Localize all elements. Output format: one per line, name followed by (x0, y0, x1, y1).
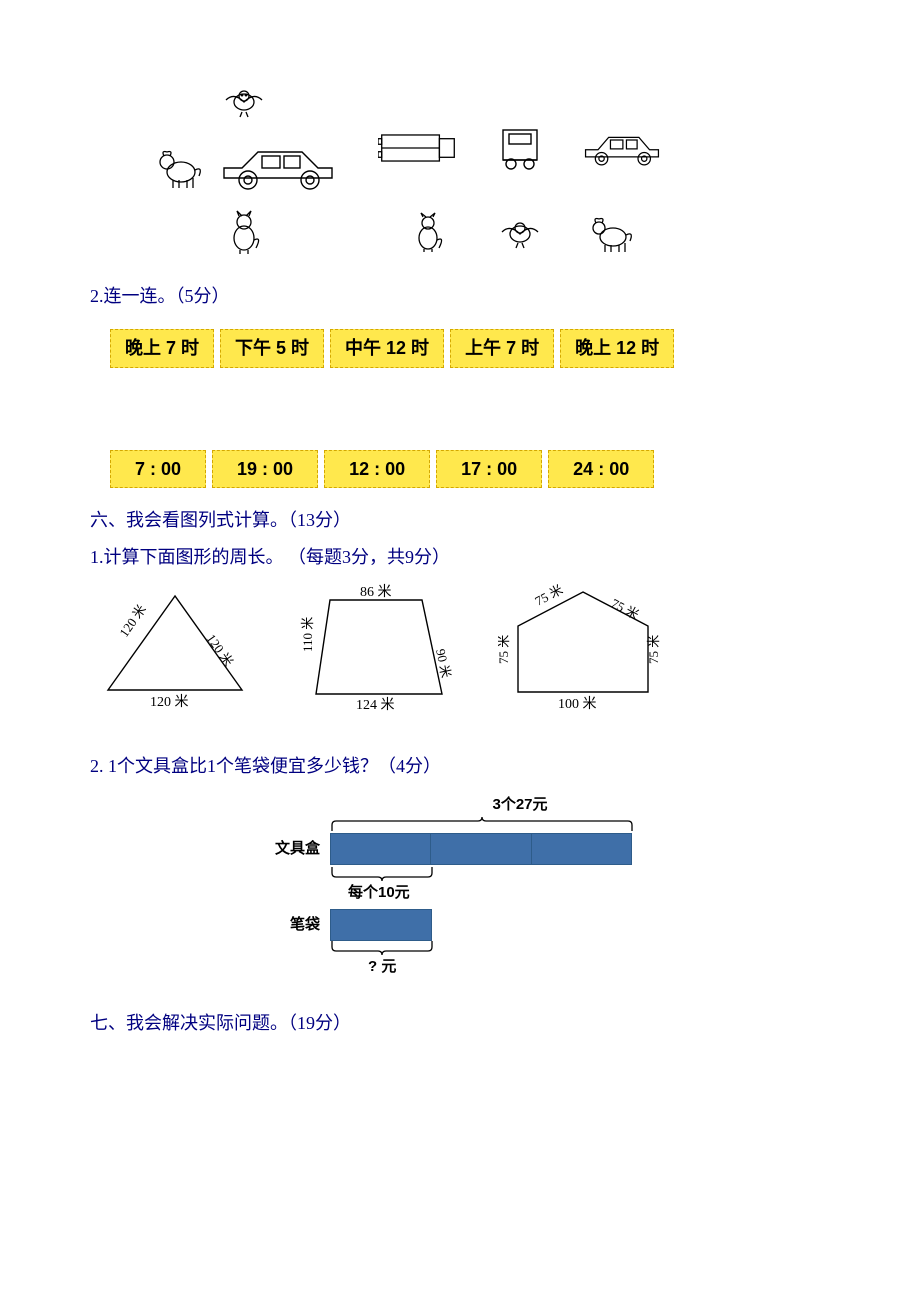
bar-row1-label: 文具盒 (250, 837, 330, 861)
section6-sub1: 1.计算下面图形的周长。 （每题3分，共9分） (90, 543, 830, 572)
time-tags-bottom: 7 : 00 19 : 00 12 : 00 17 : 00 24 : 00 (90, 450, 830, 489)
car-side-icon (218, 136, 338, 196)
section6-heading: 六、我会看图列式计算。（13分） (90, 506, 830, 535)
shape-triangle: 120 米 120 米 120 米 (90, 582, 260, 712)
bar-mid-anno: 每个10元 (250, 867, 670, 905)
bar-chart: 3个27元 文具盒 每个10元 笔袋 ? 元 (250, 793, 670, 979)
shape-label: 120 米 (204, 631, 237, 669)
shape-label: 75 米 (609, 595, 642, 622)
bird-icon (490, 202, 550, 262)
time-tag: 19 : 00 (212, 450, 318, 489)
cat-icon (214, 202, 274, 262)
cat-icon (398, 202, 458, 262)
shape-label: 120 米 (116, 602, 149, 640)
bar-row1 (330, 833, 632, 865)
shape-label: 124 米 (356, 697, 395, 712)
shapes-row: 120 米 120 米 120 米 86 米 110 米 90 米 124 米 … (90, 582, 830, 712)
time-tag: 下午 5 时 (220, 329, 324, 368)
bar-row2-label: 笔袋 (250, 913, 330, 937)
shape-label: 100 米 (558, 696, 597, 712)
animal-row (378, 202, 662, 262)
bar-top-anno: 3个27元 (250, 793, 710, 817)
shape-label: 110 米 (300, 617, 315, 652)
time-tags-top: 晚上 7 时 下午 5 时 中午 12 时 上午 7 时 晚上 12 时 (90, 329, 830, 368)
time-tag: 24 : 00 (548, 450, 654, 489)
truck-top-icon (378, 118, 458, 178)
time-tag: 17 : 00 (436, 450, 542, 489)
time-tag: 晚上 7 时 (110, 329, 214, 368)
shape-label: 75 米 (498, 635, 511, 664)
time-tag: 上午 7 时 (450, 329, 554, 368)
car-side-icon (582, 118, 662, 178)
section7-heading: 七、我会解决实际问题。（19分） (90, 1009, 830, 1038)
shape-label: 86 米 (360, 584, 392, 600)
brace-top (330, 817, 710, 833)
shape-quad: 86 米 110 米 90 米 124 米 (294, 582, 464, 712)
dog-icon (150, 136, 210, 196)
shape-label: 75 米 (646, 635, 661, 664)
time-tag: 7 : 00 (110, 450, 206, 489)
shape-label: 120 米 (150, 694, 189, 710)
truck-back-icon (490, 118, 550, 178)
shape-pentagon: 75 米 75 米 75 米 75 米 100 米 (498, 582, 668, 712)
illustration-block (150, 70, 830, 262)
time-tag: 12 : 00 (324, 450, 430, 489)
shape-label: 90 米 (433, 647, 454, 679)
dog-icon (582, 202, 642, 262)
bar-row2 (330, 909, 432, 941)
time-tag: 中午 12 时 (330, 329, 444, 368)
time-tag: 晚上 12 时 (560, 329, 674, 368)
bird-icon (214, 70, 274, 130)
bar-bottom-anno: ? 元 (250, 941, 670, 979)
section6-sub2: 2. 1个文具盒比1个笔袋便宜多少钱？（4分） (90, 752, 830, 781)
vehicle-row (378, 118, 662, 178)
q2-label: 2.连一连。（5分） (90, 282, 830, 311)
